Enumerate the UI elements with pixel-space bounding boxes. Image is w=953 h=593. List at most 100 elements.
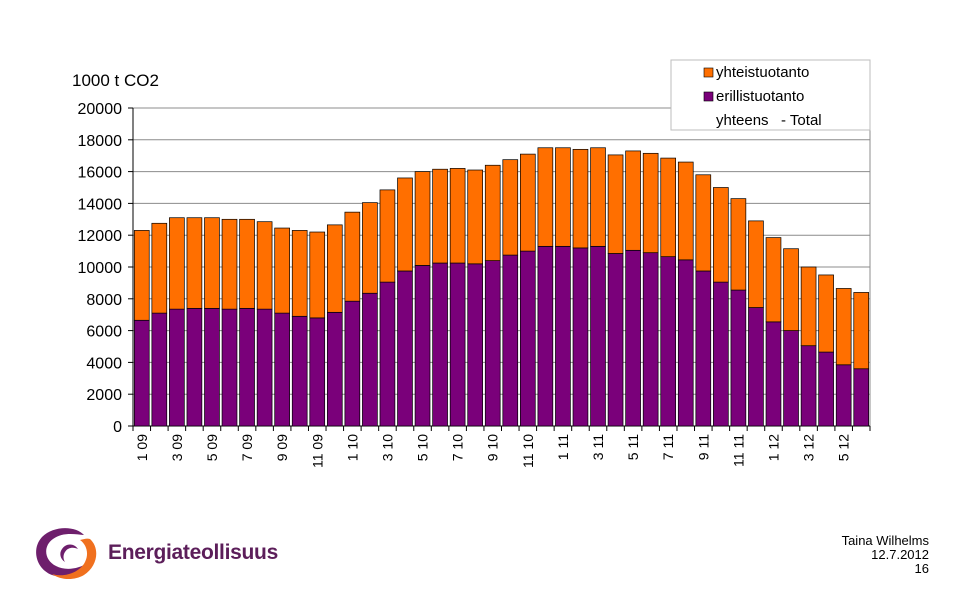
bar-erillistuotanto xyxy=(748,307,764,427)
bar-yhteistuotanto xyxy=(765,237,782,323)
bar-series xyxy=(133,147,870,427)
bar-erillistuotanto xyxy=(256,308,273,427)
x-axis-tick-labels: 1 09 3 09 5 09 7 09 9 09 11 09 1 10 3 10 5 10 7 1… xyxy=(134,434,852,468)
bar-yhteistuotanto xyxy=(362,202,378,294)
bar-yhteistuotanto xyxy=(274,227,290,314)
x-tick-label: 7 10 xyxy=(450,434,466,461)
bar-yhteistuotanto xyxy=(397,177,413,272)
y-tick-label: 4000 xyxy=(86,355,122,372)
legend-label-yhteistuotanto: yhteistuotanto xyxy=(716,64,809,81)
bar-erillistuotanto xyxy=(133,319,150,427)
bar-yhteistuotanto xyxy=(713,187,729,283)
bar-erillistuotanto xyxy=(484,260,501,427)
bar-erillistuotanto xyxy=(800,345,817,427)
bar-erillistuotanto xyxy=(186,307,203,427)
co2-emissions-chart: 0 2000 4000 6000 8000 10000 12000 14000 16000 180… xyxy=(72,59,871,468)
bar-yhteistuotanto xyxy=(449,168,466,264)
bar-erillistuotanto xyxy=(344,300,361,427)
bar-yhteistuotanto xyxy=(256,221,273,310)
y-tick-label: 2000 xyxy=(86,387,122,404)
bar-erillistuotanto xyxy=(607,253,624,427)
legend-label-total: yhteens - Total xyxy=(716,112,822,129)
x-tick-label: 5 09 xyxy=(204,434,220,461)
bar-erillistuotanto xyxy=(642,252,659,427)
bar-erillistuotanto xyxy=(151,312,168,427)
bar-yhteistuotanto xyxy=(291,230,308,317)
bar-yhteistuotanto xyxy=(221,218,238,310)
bar-yhteistuotanto xyxy=(169,217,185,310)
x-tick-label: 5 12 xyxy=(836,434,852,461)
bar-erillistuotanto xyxy=(414,265,431,427)
x-tick-label: 1 11 xyxy=(555,434,571,460)
x-tick-label: 3 11 xyxy=(590,434,606,460)
bar-erillistuotanto xyxy=(274,312,290,427)
bar-yhteistuotanto xyxy=(344,211,361,302)
bar-erillistuotanto xyxy=(502,254,519,427)
x-tick-label: 11 09 xyxy=(309,434,325,468)
bar-erillistuotanto xyxy=(677,259,694,427)
bar-erillistuotanto xyxy=(449,262,466,427)
bar-yhteistuotanto xyxy=(414,171,431,266)
bar-yhteistuotanto xyxy=(151,222,168,314)
footer-date: 12.7.2012 xyxy=(871,547,929,562)
bar-yhteistuotanto xyxy=(607,154,624,254)
bar-yhteistuotanto xyxy=(537,147,554,247)
bar-erillistuotanto xyxy=(853,368,870,427)
bar-erillistuotanto xyxy=(713,281,729,427)
y-tick-label: 12000 xyxy=(78,228,123,245)
bar-yhteistuotanto xyxy=(677,161,694,261)
y-tick-label: 20000 xyxy=(78,101,123,118)
x-tick-label: 3 09 xyxy=(169,434,185,461)
x-tick-label: 3 12 xyxy=(801,434,817,461)
bar-yhteistuotanto xyxy=(379,189,396,283)
bar-yhteistuotanto xyxy=(660,157,677,258)
x-tick-label: 11 11 xyxy=(730,434,746,467)
x-tick-label: 9 11 xyxy=(695,434,711,460)
bar-yhteistuotanto xyxy=(730,198,747,291)
legend-label-erillistuotanto: erillistuotanto xyxy=(716,88,804,105)
bar-yhteistuotanto xyxy=(853,292,870,370)
y-tick-label: 16000 xyxy=(78,165,123,182)
bar-erillistuotanto xyxy=(309,317,326,427)
x-tick-label: 9 09 xyxy=(274,434,290,461)
bar-erillistuotanto xyxy=(765,321,782,427)
plot-area xyxy=(128,107,871,431)
bar-yhteistuotanto xyxy=(204,217,220,309)
bar-erillistuotanto xyxy=(835,364,852,427)
bar-yhteistuotanto xyxy=(467,169,483,265)
bar-erillistuotanto xyxy=(239,307,255,427)
footer-page-number: 16 xyxy=(914,561,929,576)
bar-erillistuotanto xyxy=(590,245,606,427)
bar-erillistuotanto xyxy=(818,351,834,427)
legend: yhteistuotanto erillistuotanto yhteens -… xyxy=(670,59,871,131)
x-tick-label: 7 11 xyxy=(660,434,676,460)
bar-yhteistuotanto xyxy=(186,217,203,309)
y-axis-label: 1000 t CO2 xyxy=(72,71,159,90)
bar-erillistuotanto xyxy=(783,330,799,427)
bar-yhteistuotanto xyxy=(326,224,343,313)
bar-yhteistuotanto xyxy=(239,218,255,309)
bar-erillistuotanto xyxy=(572,247,589,427)
bar-yhteistuotanto xyxy=(502,159,519,256)
bar-yhteistuotanto xyxy=(555,147,571,247)
bar-erillistuotanto xyxy=(379,281,396,427)
bar-yhteistuotanto xyxy=(818,274,834,353)
x-tick-label: 1 09 xyxy=(134,434,150,461)
bar-erillistuotanto xyxy=(397,270,413,427)
x-tick-label: 5 11 xyxy=(625,434,641,460)
y-tick-label: 18000 xyxy=(78,133,123,150)
bar-yhteistuotanto xyxy=(520,153,536,252)
x-tick-label: 1 10 xyxy=(344,434,360,461)
footer-author: Taina Wilhelms xyxy=(841,533,929,548)
bar-erillistuotanto xyxy=(432,262,448,427)
bar-yhteistuotanto xyxy=(309,231,326,319)
bar-erillistuotanto xyxy=(467,263,483,427)
x-tick-label: 9 10 xyxy=(485,434,501,461)
bar-yhteistuotanto xyxy=(695,174,712,272)
bar-yhteistuotanto xyxy=(572,148,589,249)
bar-yhteistuotanto xyxy=(432,168,448,264)
bar-erillistuotanto xyxy=(326,311,343,427)
bar-erillistuotanto xyxy=(660,256,677,427)
bar-erillistuotanto xyxy=(204,307,220,427)
bar-yhteistuotanto xyxy=(835,288,852,366)
